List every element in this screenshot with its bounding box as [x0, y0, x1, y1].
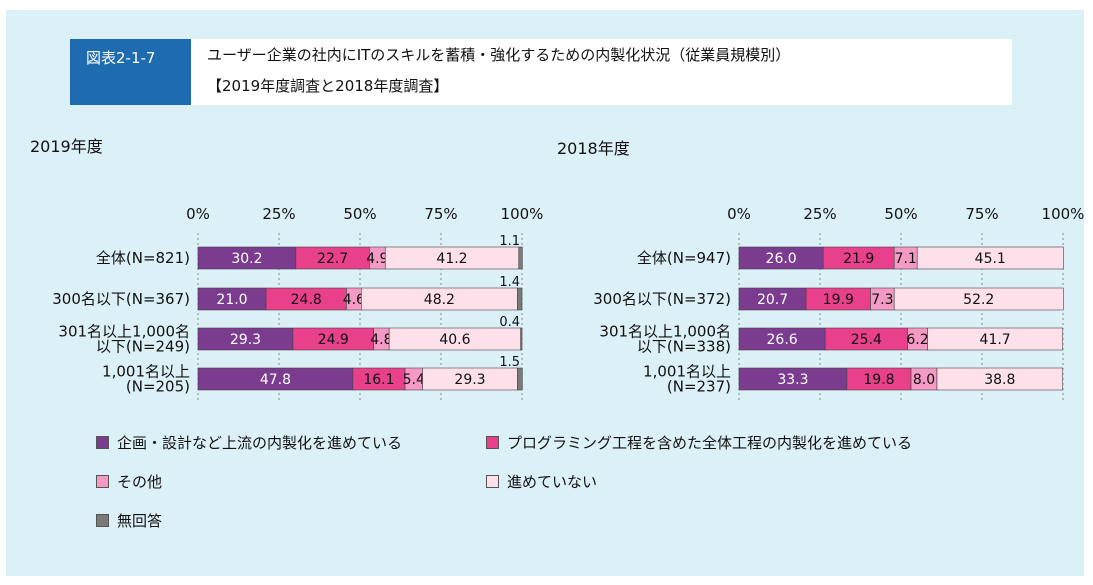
- data-label: 4.8: [370, 332, 392, 348]
- bar-segment: [936, 367, 1063, 391]
- data-label: 26.0: [766, 251, 797, 267]
- data-label: 5.4: [403, 372, 425, 388]
- legend-swatch: [486, 436, 499, 449]
- category-label: 全体(N=821): [96, 249, 190, 267]
- x-tick-label: 75%: [965, 205, 998, 223]
- data-label: 4.9: [366, 251, 388, 267]
- bar-segment: [517, 287, 523, 311]
- chart-title-2019: 2019年度: [30, 137, 103, 156]
- x-tick-label: 25%: [803, 205, 836, 223]
- bar-segment: [916, 246, 1064, 270]
- legend-swatch: [96, 475, 109, 488]
- legend-item-not-progressing: 進めていない: [486, 471, 597, 492]
- x-tick-label: 25%: [262, 205, 295, 223]
- data-label: 4.6: [343, 292, 365, 308]
- bar-segment: [520, 327, 523, 351]
- category-label: 301名以上1,000名: [58, 323, 190, 341]
- category-label: 1,001名以上: [643, 363, 731, 381]
- data-label: 1.4: [499, 275, 520, 290]
- data-label: 6.2: [906, 332, 928, 348]
- legend-label: 企画・設計など上流の内製化を進めている: [117, 434, 403, 452]
- data-label: 16.1: [363, 372, 394, 388]
- data-label: 29.3: [454, 372, 485, 388]
- legend-item-upstream: 企画・設計など上流の内製化を進めている: [96, 432, 402, 453]
- legend-label: その他: [117, 473, 163, 491]
- data-label: 1.1: [499, 234, 520, 249]
- bar-segment: [893, 287, 1064, 311]
- figure-title: ユーザー企業の社内にITのスキルを蓄積・強化するための内製化状況（従業員規模別）: [207, 46, 791, 64]
- data-label: 41.2: [436, 251, 467, 267]
- bar-segment: [927, 327, 1063, 351]
- data-label: 29.3: [230, 332, 261, 348]
- title-box: [70, 39, 1012, 105]
- category-label: (N=237): [667, 378, 731, 396]
- category-label: (N=205): [126, 378, 190, 396]
- legend-label: 無回答: [117, 512, 163, 530]
- category-label: 300名以下(N=372): [593, 290, 731, 308]
- category-label: 以下(N=338): [637, 338, 731, 356]
- data-label: 0.4: [499, 315, 520, 330]
- x-tick-label: 0%: [186, 205, 210, 223]
- data-label: 24.8: [291, 292, 322, 308]
- data-label: 52.2: [963, 292, 994, 308]
- data-label: 21.0: [216, 292, 247, 308]
- x-tick-label: 100%: [1042, 205, 1085, 223]
- legend-swatch: [486, 475, 499, 488]
- data-label: 38.8: [984, 372, 1015, 388]
- category-label: 301名以上1,000名: [599, 323, 731, 341]
- chart-title-2018: 2018年度: [557, 139, 630, 158]
- data-label: 22.7: [317, 251, 348, 267]
- data-label: 7.3: [871, 292, 893, 308]
- figure-subtitle: 【2019年度調査と2018年度調査】: [207, 77, 449, 95]
- legend-label: プログラミング工程を含めた全体工程の内製化を進めている: [507, 434, 913, 452]
- data-label: 20.7: [757, 292, 788, 308]
- x-tick-label: 100%: [501, 205, 544, 223]
- data-label: 19.9: [823, 292, 854, 308]
- data-label: 33.3: [777, 372, 808, 388]
- data-label: 30.2: [231, 251, 262, 267]
- x-tick-label: 75%: [424, 205, 457, 223]
- data-label: 1.5: [499, 355, 520, 370]
- data-label: 48.2: [424, 292, 455, 308]
- legend-item-fullprocess: プログラミング工程を含めた全体工程の内製化を進めている: [486, 432, 912, 453]
- data-label: 7.1: [895, 251, 917, 267]
- category-label: 1,001名以上: [102, 363, 190, 381]
- legend-item-other: その他: [96, 471, 162, 492]
- data-label: 25.4: [851, 332, 882, 348]
- x-tick-label: 50%: [343, 205, 376, 223]
- data-label: 45.1: [975, 251, 1006, 267]
- data-label: 47.8: [260, 372, 291, 388]
- bar-segment: [517, 367, 523, 391]
- data-label: 19.8: [863, 372, 894, 388]
- legend-swatch: [96, 514, 109, 527]
- figure-label: 図表2-1-7: [70, 39, 191, 105]
- data-label: 8.0: [913, 372, 935, 388]
- data-label: 41.7: [980, 332, 1011, 348]
- figure-label-text: 図表2-1-7: [86, 49, 156, 67]
- bar-segment: [518, 246, 523, 270]
- x-tick-label: 0%: [727, 205, 751, 223]
- data-label: 26.6: [767, 332, 798, 348]
- data-label: 24.9: [318, 332, 349, 348]
- legend-swatch: [96, 436, 109, 449]
- category-label: 300名以下(N=367): [52, 290, 190, 308]
- data-label: 40.6: [439, 332, 470, 348]
- legend-label: 進めていない: [507, 473, 598, 491]
- x-tick-label: 50%: [884, 205, 917, 223]
- category-label: 全体(N=947): [637, 249, 731, 267]
- data-label: 21.9: [843, 251, 874, 267]
- legend-item-no-answer: 無回答: [96, 510, 162, 531]
- category-label: 以下(N=249): [96, 338, 190, 356]
